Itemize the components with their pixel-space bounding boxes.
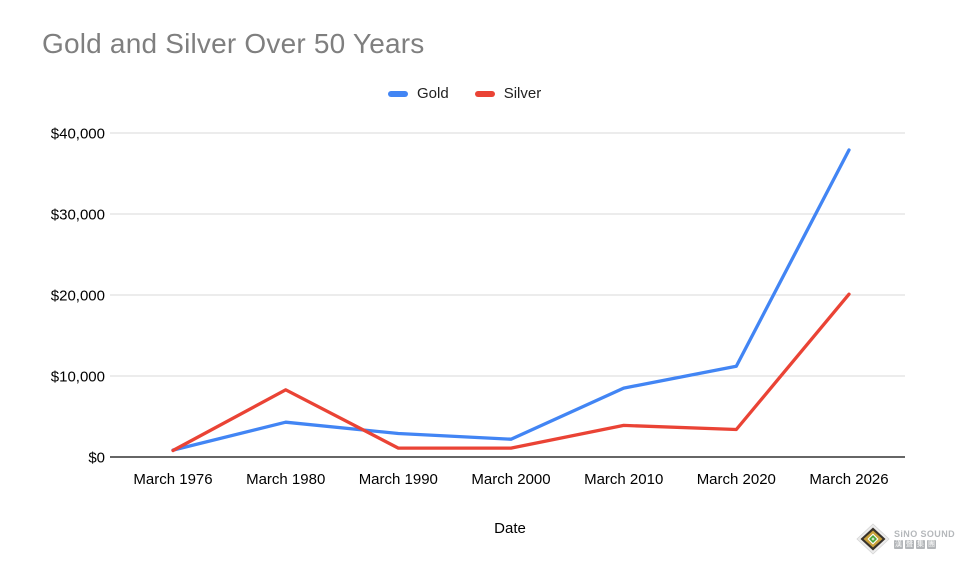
y-tick-0: $0	[88, 450, 105, 467]
legend-label-silver: Silver	[503, 85, 542, 102]
x-tick-2010: March 2010	[584, 471, 663, 488]
sino-sound-watermark: SiNO SOUND 漢 聲 集 團	[856, 521, 956, 557]
watermark-brand-name: SiNO SOUND	[894, 529, 956, 539]
watermark-cn-char: 集	[916, 540, 925, 549]
legend-label-gold: Gold	[417, 85, 449, 102]
x-tick-2026: March 2026	[809, 471, 888, 488]
watermark-brand-chinese: 漢 聲 集 團	[894, 540, 955, 549]
watermark-cn-char: 團	[927, 540, 936, 549]
legend-item-gold: Gold	[388, 85, 449, 102]
watermark-cn-char: 漢	[894, 540, 903, 549]
gold-line	[171, 148, 851, 452]
gold-line-swatch	[388, 90, 408, 97]
diamond-gem-icon	[856, 523, 890, 555]
x-axis-labels: March 1976 March 1980 March 1990 March 2…	[133, 471, 888, 488]
watermark-cn-char: 聲	[905, 540, 914, 549]
chart-legend: Gold Silver	[388, 85, 541, 102]
x-axis-title: Date	[494, 520, 526, 537]
x-tick-2000: March 2000	[471, 471, 550, 488]
y-tick-30000: $30,000	[51, 207, 105, 224]
y-tick-20000: $20,000	[51, 288, 105, 305]
y-tick-40000: $40,000	[51, 126, 105, 143]
chart-title: Gold and Silver Over 50 Years	[42, 28, 425, 59]
x-tick-1990: March 1990	[359, 471, 438, 488]
gridlines	[110, 132, 905, 377]
watermark-text: SiNO SOUND 漢 聲 集 團	[894, 529, 955, 549]
x-tick-2020: March 2020	[697, 471, 776, 488]
legend-item-silver: Silver	[474, 85, 542, 102]
y-axis-labels: $0 $10,000 $20,000 $30,000 $40,000	[51, 126, 105, 467]
x-tick-1976: March 1976	[133, 471, 212, 488]
x-tick-1980: March 1980	[246, 471, 325, 488]
silver-line	[171, 292, 851, 453]
silver-line-swatch	[474, 90, 495, 97]
y-tick-10000: $10,000	[51, 369, 105, 386]
